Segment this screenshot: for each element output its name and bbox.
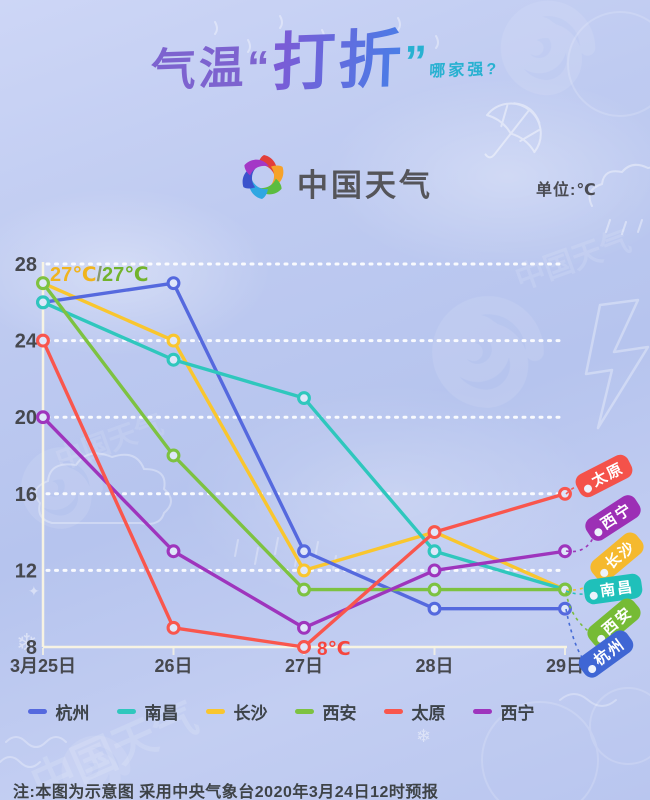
title-part-najiaqiang: 哪家强? <box>429 60 500 81</box>
data-point-marker <box>297 640 311 654</box>
tag-label: 南昌 <box>599 578 635 601</box>
data-point-marker <box>166 448 181 463</box>
data-point-marker <box>427 601 442 616</box>
y-tick-label: 28 <box>15 254 37 276</box>
legend-swatch <box>294 709 314 714</box>
legend-item-taiyuan: 太原 <box>383 699 446 724</box>
data-point-marker <box>427 544 442 559</box>
legend-item-changsha: 长沙 <box>205 699 268 724</box>
data-point-marker <box>558 544 572 559</box>
legend-item-xining: 西宁 <box>472 699 535 724</box>
city-tag-taiyuan: 太原 <box>575 454 633 498</box>
snowflake-doodle-icon: ❄ ❄ ✦ <box>16 584 431 747</box>
legend-swatch <box>205 709 225 714</box>
series-line-hangzhou <box>36 276 572 616</box>
tag-connector-nanchang <box>565 590 593 595</box>
tag-hole <box>594 528 603 537</box>
data-point-marker <box>166 544 181 559</box>
svg-text:❄: ❄ <box>16 629 38 659</box>
legend-label: 长沙 <box>233 704 268 723</box>
x-tick-label: 29日 <box>546 656 584 676</box>
lightning-doodle-icon <box>584 298 650 430</box>
data-point-marker <box>297 391 311 405</box>
y-tick-label: 24 <box>15 331 38 353</box>
data-point-marker <box>36 410 50 425</box>
data-point-marker <box>166 276 181 291</box>
legend-swatch <box>383 709 403 714</box>
x-tick-label: 27日 <box>285 656 323 676</box>
legend-item-xian: 西安 <box>294 699 357 724</box>
data-point-marker <box>297 582 311 597</box>
y-tick-label: 8 <box>26 637 37 659</box>
annotation-lowest-point: 8℃ <box>317 639 351 660</box>
chart-legend: 杭州 南昌 长沙 西安 太原 西宁 <box>0 699 606 724</box>
data-point-marker <box>36 276 50 291</box>
annotation-first-day-high: 27℃/27℃ <box>50 264 149 286</box>
tag-hole <box>588 664 597 673</box>
legend-label: 西宁 <box>500 704 535 723</box>
data-point-marker <box>558 486 572 501</box>
tag-hole <box>583 484 592 493</box>
y-tick-label: 12 <box>15 560 37 582</box>
footer-note: 注:本图为示意图 采用中央气象台2020年3月24日12时预报 <box>13 784 439 800</box>
y-tick-label: 20 <box>15 407 37 429</box>
legend-label: 南昌 <box>144 704 179 723</box>
series-line-taiyuan <box>36 333 572 654</box>
line-path <box>41 281 567 611</box>
legend-swatch <box>116 709 136 714</box>
data-point-marker <box>297 620 311 635</box>
legend-label: 太原 <box>411 704 446 723</box>
data-point-marker <box>427 582 442 597</box>
x-tick-label: 26日 <box>154 656 192 676</box>
watermark-swirl-icon <box>21 0 596 800</box>
city-tag-nanchang: 南昌 <box>583 573 643 605</box>
legend-item-hangzhou: 杭州 <box>27 699 90 724</box>
data-point-marker <box>558 601 572 616</box>
legend-label: 西安 <box>322 704 357 723</box>
tag-hole <box>589 591 598 600</box>
legend-label: 杭州 <box>55 704 90 723</box>
tag-connector-taiyuan <box>565 484 586 495</box>
line-path <box>41 281 567 592</box>
raindrops-doodle-icon <box>214 15 439 59</box>
title-part-qiwen: 气温 <box>149 41 248 97</box>
data-point-marker <box>297 563 311 578</box>
tag-hole <box>600 568 609 577</box>
umbrella-doodle-icon <box>484 102 542 159</box>
data-point-marker <box>297 544 311 559</box>
title-close-quote: ” <box>403 35 431 88</box>
data-point-marker <box>427 563 442 578</box>
data-point-marker <box>36 333 50 348</box>
title-highlight-dazhe: 打折 <box>271 24 406 99</box>
data-point-marker <box>166 620 181 635</box>
wave-doodle-icon <box>0 693 617 768</box>
series-line-xining <box>36 410 572 635</box>
legend-item-nanchang: 南昌 <box>116 699 179 724</box>
legend-swatch <box>27 709 47 714</box>
legend-swatch <box>472 709 492 714</box>
data-point-marker <box>427 525 442 540</box>
cloud-doodle-icon <box>588 163 650 235</box>
svg-text:❄: ❄ <box>416 726 431 747</box>
circle-doodle-icon <box>481 11 650 800</box>
data-point-marker <box>166 352 181 367</box>
data-point-marker <box>36 295 50 310</box>
title-open-quote: “ <box>245 40 274 93</box>
cloud-doodle-icon <box>34 452 172 525</box>
x-tick-label: 28日 <box>415 656 453 676</box>
series-line-xian <box>36 276 572 597</box>
svg-text:✦: ✦ <box>28 584 40 600</box>
y-tick-label: 16 <box>15 484 37 506</box>
x-tick-label: 3月25日 <box>10 656 76 676</box>
line-path <box>41 281 567 592</box>
data-point-marker <box>166 333 181 348</box>
x-axis-labels: 3月25日 26日 27日 28日 29日 <box>10 648 584 676</box>
